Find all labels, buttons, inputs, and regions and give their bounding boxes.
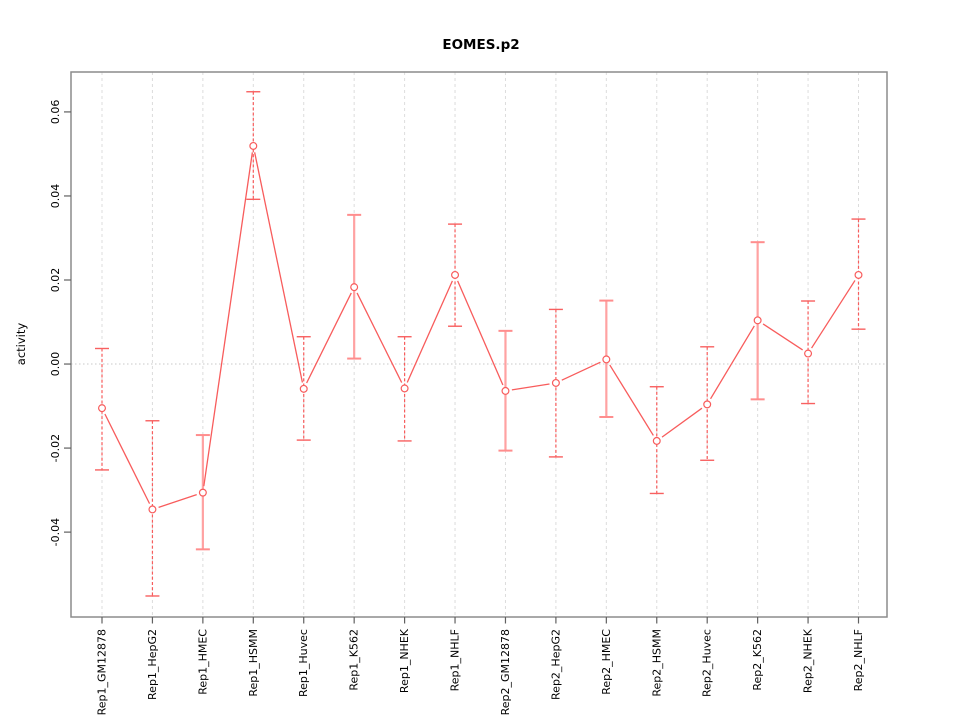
x-tick-label: Rep2_HMEC <box>600 629 613 695</box>
plot-area-border <box>70 71 888 618</box>
series-line-segment <box>253 152 304 383</box>
series-line-segment <box>356 292 403 383</box>
data-point <box>854 270 863 279</box>
series-line-segment <box>457 280 504 386</box>
x-tick-label: Rep1_K562 <box>348 629 361 691</box>
data-point <box>299 384 308 393</box>
chart-title: EOMES.p2 <box>442 37 519 53</box>
y-axis-label: activity <box>14 323 28 366</box>
y-tick-label: 0.04 <box>49 184 62 209</box>
series-line-segment <box>709 325 755 400</box>
x-tick-label: Rep2_NHEK <box>802 628 815 693</box>
data-point <box>249 141 258 150</box>
y-tick-label: 0.00 <box>49 352 62 377</box>
data-point <box>753 316 762 325</box>
x-tick-label: Rep2_HepG2 <box>549 629 562 700</box>
axes-layer: -0.04 -0.02 0.00 0.02 0.04 0.06 Rep1_GM12878 Re… <box>49 100 865 716</box>
grid-layer <box>71 72 887 617</box>
series-line-segment <box>561 361 601 381</box>
data-point <box>97 404 106 413</box>
data-point <box>501 386 510 395</box>
x-tick-label: Rep2_Huvec <box>701 629 714 697</box>
x-tick-label: Rep1_HepG2 <box>146 629 159 700</box>
series-line-segment <box>609 364 654 436</box>
x-tick-label: Rep1_GM12878 <box>96 629 109 715</box>
x-tick-label: Rep1_NHLF <box>449 629 462 691</box>
data-point <box>551 378 560 387</box>
series-line-segment <box>661 407 703 438</box>
series-line-segment <box>104 413 151 504</box>
data-point <box>652 436 661 445</box>
data-layer <box>95 91 866 597</box>
data-point <box>602 355 611 364</box>
series-line-segment <box>203 152 254 487</box>
data-point <box>400 384 409 393</box>
x-tick-label: Rep2_K562 <box>751 629 764 691</box>
x-tick-label: Rep1_NHEK <box>398 628 411 693</box>
y-tick-label: 0.06 <box>49 100 62 125</box>
x-tick-label: Rep1_Huvec <box>297 629 310 697</box>
data-point <box>804 349 813 358</box>
series-line-segment <box>306 292 352 384</box>
x-tick-label: Rep2_HSMM <box>650 629 663 697</box>
x-tick-label: Rep1_HMEC <box>196 629 209 695</box>
series-line-segment <box>511 383 550 391</box>
y-tick-label: -0.04 <box>49 518 62 546</box>
x-tick-label: Rep1_HSMM <box>247 629 260 697</box>
y-tick-label: 0.02 <box>49 268 62 293</box>
series-line-segment <box>811 280 856 349</box>
data-point <box>703 400 712 409</box>
y-tick-label: -0.02 <box>49 434 62 462</box>
data-point <box>451 270 460 279</box>
series-line-segment <box>406 280 453 383</box>
data-point <box>350 283 359 292</box>
x-tick-label: Rep2_GM12878 <box>499 629 512 715</box>
data-point <box>148 505 157 514</box>
series-line-segment <box>762 323 803 351</box>
series-line-segment <box>158 494 197 508</box>
x-tick-label: Rep2_NHLF <box>852 629 865 691</box>
data-point <box>198 488 207 497</box>
